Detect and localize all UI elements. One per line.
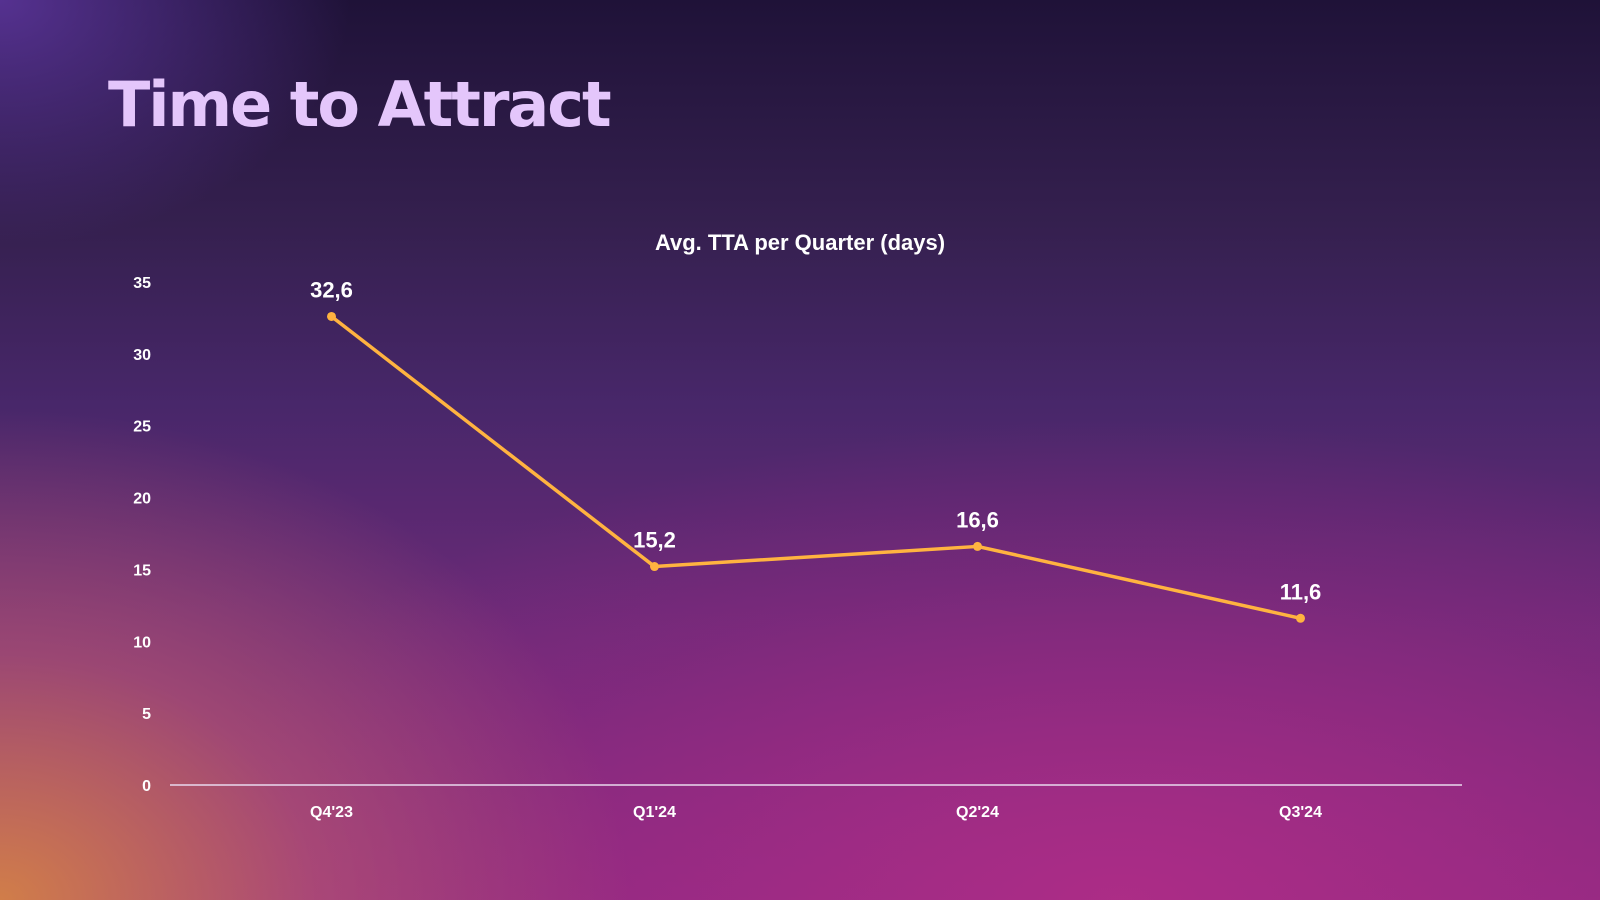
data-point bbox=[973, 541, 982, 551]
y-tick-label: 15 bbox=[133, 562, 151, 579]
x-tick-label: Q2'24 bbox=[956, 804, 999, 821]
x-tick-label: Q1'24 bbox=[633, 804, 676, 821]
data-labels: 32,6 15,2 16,6 11,6 bbox=[310, 277, 1321, 604]
data-label: 32,6 bbox=[310, 277, 353, 302]
data-label: 15,2 bbox=[633, 528, 676, 553]
y-tick-label: 0 bbox=[142, 778, 151, 795]
y-tick-label: 30 bbox=[133, 347, 151, 364]
series-line bbox=[329, 314, 1303, 621]
chart-title: Avg. TTA per Quarter (days) bbox=[654, 230, 946, 255]
x-tick-label: Q4'23 bbox=[310, 804, 353, 821]
y-tick-label: 5 bbox=[142, 706, 151, 723]
data-point bbox=[327, 311, 336, 321]
data-label: 11,6 bbox=[1280, 579, 1322, 604]
y-tick-label: 20 bbox=[133, 491, 151, 508]
y-tick-label: 35 bbox=[133, 275, 151, 292]
data-point bbox=[650, 562, 659, 572]
y-tick-label: 10 bbox=[133, 634, 151, 651]
data-point bbox=[1296, 613, 1305, 623]
y-axis-ticks: 0 5 10 15 20 25 30 35 bbox=[133, 275, 151, 795]
data-points bbox=[327, 311, 1305, 623]
x-tick-label: Q3'24 bbox=[1279, 804, 1322, 821]
data-label: 16,6 bbox=[956, 507, 999, 532]
slide-title: Time to Attract bbox=[108, 68, 612, 141]
y-tick-label: 25 bbox=[133, 419, 151, 436]
x-axis-ticks: Q4'23 Q1'24 Q2'24 Q3'24 bbox=[310, 804, 1322, 821]
